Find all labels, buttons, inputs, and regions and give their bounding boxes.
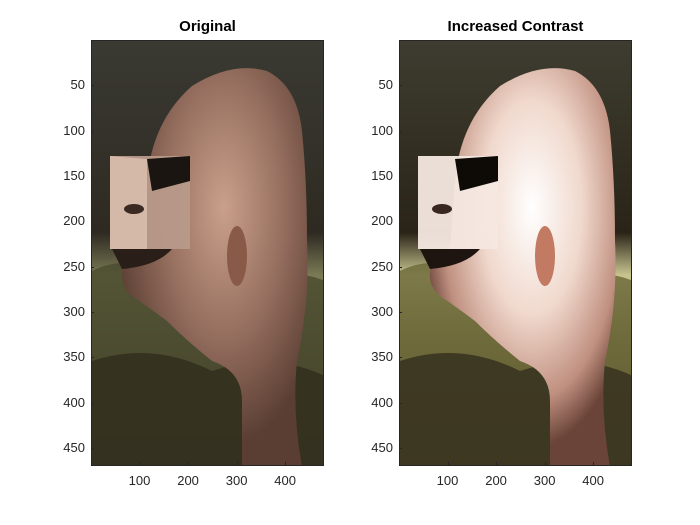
x-tick-mark	[188, 462, 190, 465]
y-tick-mark	[91, 447, 94, 449]
x-tick-mark	[447, 462, 449, 465]
y-tick-label: 300	[63, 303, 85, 319]
x-tick-label: 200	[485, 473, 507, 488]
y-tick-mark	[399, 85, 402, 87]
x-tick-mark	[285, 462, 287, 465]
y-tick-mark	[399, 311, 402, 313]
y-tick-label: 150	[371, 167, 393, 183]
x-tick-mark	[593, 462, 595, 465]
y-tick-label: 50	[378, 77, 393, 93]
y-tick-label: 350	[63, 349, 85, 365]
y-tick-mark	[399, 175, 402, 177]
y-tick-mark	[91, 221, 94, 223]
y-tick-mark	[399, 402, 402, 404]
y-tick-label: 300	[371, 303, 393, 319]
panel-title-original: Original	[179, 18, 236, 35]
y-tick-label: 450	[63, 439, 85, 455]
x-tick-mark	[236, 462, 238, 465]
y-tick-label: 400	[371, 394, 393, 410]
y-tick-mark	[399, 357, 402, 359]
x-tick-mark	[496, 462, 498, 465]
x-tick-label: 100	[128, 473, 151, 488]
y-tick-mark	[91, 402, 94, 404]
y-tick-mark	[399, 447, 402, 449]
y-tick-mark	[399, 130, 402, 132]
y-tick-label: 100	[63, 122, 85, 138]
x-tick-label: 100	[436, 473, 459, 488]
y-tick-mark	[91, 130, 94, 132]
y-tick-mark	[91, 175, 94, 177]
x-tick-label: 300	[533, 473, 556, 488]
y-tick-label: 150	[63, 167, 85, 183]
x-tick-label: 200	[177, 473, 199, 488]
panel-title-increased-contrast: Increased Contrast	[447, 18, 584, 35]
right-panel: Increased Contrast	[350, 0, 700, 525]
y-tick-mark	[91, 85, 94, 87]
y-tick-label: 50	[70, 77, 85, 93]
left-panel: Original	[63, 18, 324, 488]
x-tick-label: 300	[225, 473, 248, 488]
x-tick-mark	[139, 462, 141, 465]
y-tick-mark	[91, 311, 94, 313]
y-tick-label: 100	[371, 122, 393, 138]
portrait-image-increased-contrast	[400, 41, 631, 465]
x-tick-label: 400	[582, 473, 604, 488]
y-tick-label: 200	[63, 213, 85, 229]
portrait-image-original	[92, 41, 323, 465]
image-axes-increased-contrast	[399, 40, 632, 466]
y-tick-mark	[399, 266, 402, 268]
x-tick-label: 400	[274, 473, 296, 488]
y-tick-mark	[91, 357, 94, 359]
y-tick-mark	[91, 266, 94, 268]
y-tick-label: 250	[371, 258, 393, 274]
y-tick-label: 400	[63, 394, 85, 410]
y-tick-label: 250	[63, 258, 85, 274]
x-tick-mark	[544, 462, 546, 465]
y-tick-label: 450	[371, 439, 393, 455]
image-axes-original	[91, 40, 324, 466]
y-tick-label: 350	[371, 349, 393, 365]
y-tick-label: 200	[371, 213, 393, 229]
y-tick-mark	[399, 221, 402, 223]
